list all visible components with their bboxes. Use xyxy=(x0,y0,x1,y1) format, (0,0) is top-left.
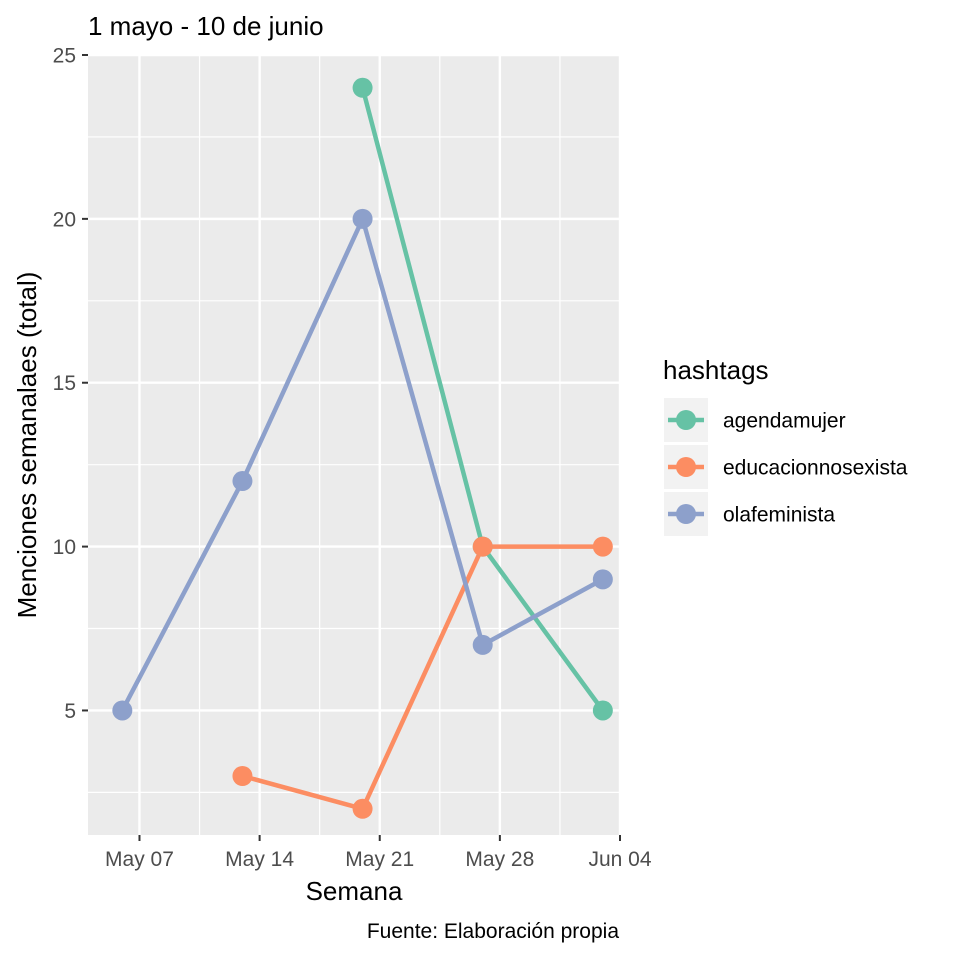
legend-label: olafeminista xyxy=(723,504,835,527)
plot-panel xyxy=(88,55,620,835)
x-axis: May 07 May 14 May 21 May 28 Jun 04 xyxy=(105,835,652,871)
y-axis-label: Menciones semanalaes (total) xyxy=(12,272,42,619)
data-point-olafeminista xyxy=(352,208,373,229)
data-point-educacionnosexista xyxy=(472,536,493,557)
data-point-educacionnosexista xyxy=(592,536,613,557)
data-point-olafeminista xyxy=(232,471,253,492)
chart-title: 1 mayo - 10 de junio xyxy=(88,11,324,41)
x-axis-label: Semana xyxy=(306,876,403,906)
legend-key-point xyxy=(676,410,696,430)
data-point-olafeminista xyxy=(592,569,613,590)
legend-title: hashtags xyxy=(663,355,769,385)
legend-key-point xyxy=(676,504,696,524)
data-point-olafeminista xyxy=(472,634,493,655)
y-tick-label: 10 xyxy=(53,536,76,559)
x-tick-label: May 21 xyxy=(345,848,414,871)
y-tick-label: 20 xyxy=(53,208,76,231)
legend-items: agendamujer educacionnosexista olafeminist… xyxy=(664,398,908,536)
legend-label: educacionnosexista xyxy=(723,457,908,480)
x-tick-label: May 14 xyxy=(225,848,294,871)
data-point-educacionnosexista xyxy=(352,798,373,819)
legend-key-point xyxy=(676,457,696,477)
x-tick-label: May 28 xyxy=(465,848,534,871)
series-points xyxy=(112,77,613,819)
data-point-educacionnosexista xyxy=(232,766,253,787)
y-tick-label: 25 xyxy=(53,45,76,68)
legend-label: agendamujer xyxy=(723,410,846,433)
x-tick-label: May 07 xyxy=(105,848,174,871)
data-point-agendamujer xyxy=(352,77,373,98)
chart-caption: Fuente: Elaboración propia xyxy=(367,920,619,943)
data-point-olafeminista xyxy=(112,700,133,721)
grid-minor xyxy=(88,55,620,835)
y-tick-label: 5 xyxy=(64,700,76,723)
legend: hashtags agendamujer educacionnosexista ol… xyxy=(663,355,908,536)
data-point-agendamujer xyxy=(592,700,613,721)
y-axis: 5 10 15 20 25 xyxy=(53,45,88,723)
y-tick-label: 15 xyxy=(53,372,76,395)
series-line-educacionnosexista xyxy=(241,544,603,812)
x-tick-label: Jun 04 xyxy=(588,848,651,871)
